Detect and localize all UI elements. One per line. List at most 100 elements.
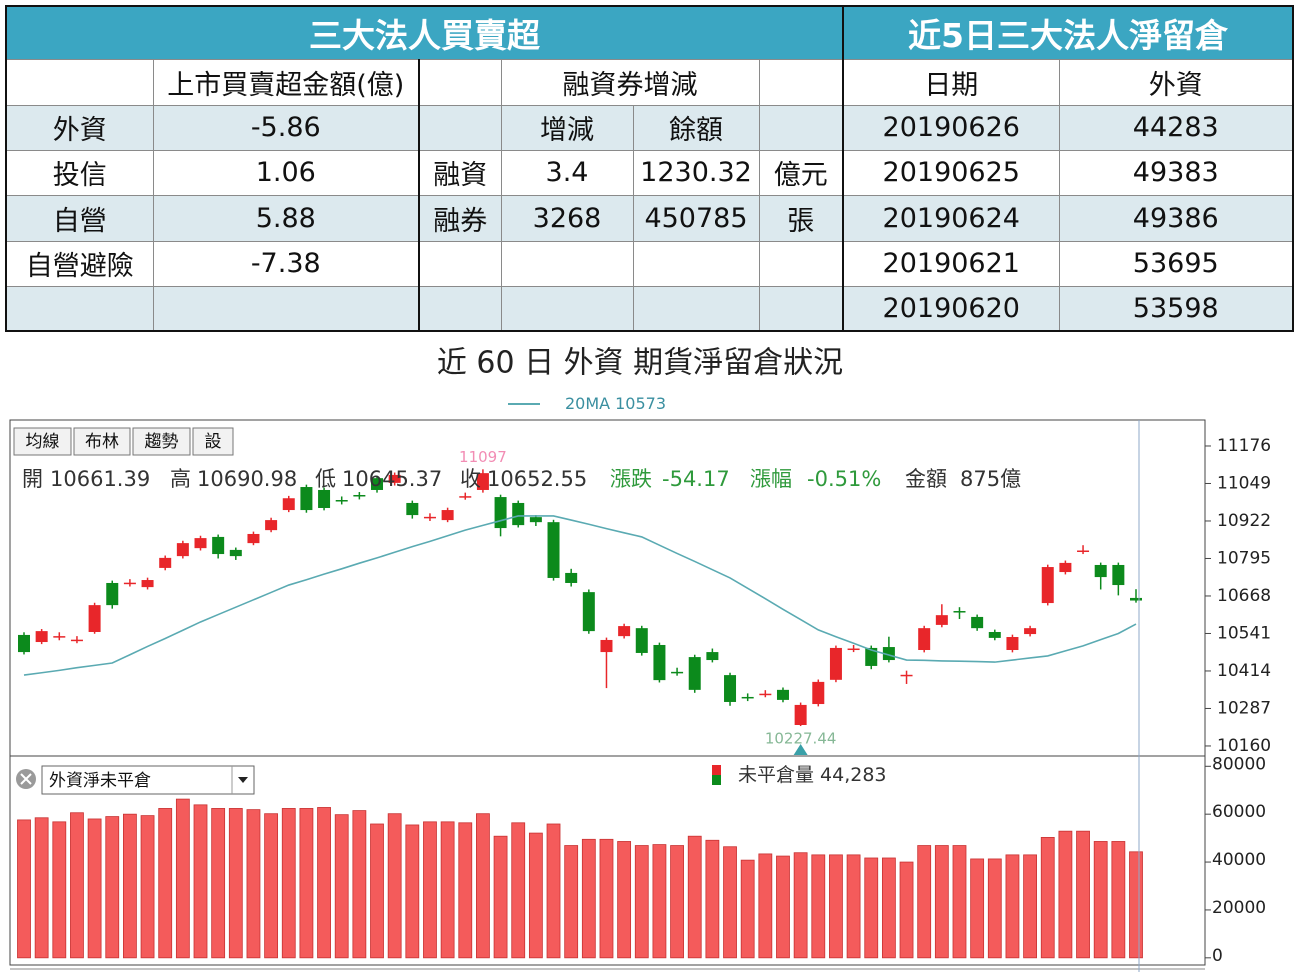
- table-cell: -7.38: [152, 240, 420, 287]
- table-cell: [758, 285, 844, 332]
- dropdown-label[interactable]: 外資淨未平倉: [49, 771, 151, 791]
- bar: [528, 832, 543, 959]
- candle-body: [794, 704, 807, 725]
- table-cell: [632, 240, 760, 287]
- candle-body: [1041, 567, 1054, 604]
- candle-body: [688, 657, 701, 690]
- y-tick-label: 11049: [1217, 473, 1271, 493]
- info-item: 金額: [905, 467, 947, 491]
- bar: [864, 857, 879, 959]
- candle-body: [635, 628, 648, 653]
- candle-body: [371, 478, 384, 490]
- candle-body: [335, 500, 348, 502]
- bar: [299, 808, 314, 959]
- bar: [1129, 851, 1143, 959]
- bar: [211, 808, 226, 959]
- candle-body: [406, 502, 419, 516]
- bar: [617, 841, 632, 959]
- bar: [1093, 841, 1108, 959]
- info-item: -0.51%: [807, 467, 881, 491]
- table-cell: 自營: [5, 194, 154, 242]
- bar: [776, 855, 790, 959]
- y-tick-label: 10287: [1217, 698, 1271, 718]
- high-annotation: 11097: [459, 448, 507, 466]
- candle-body: [388, 474, 401, 483]
- toolbar-button[interactable]: 布林: [73, 427, 131, 456]
- table-cell: 張: [758, 194, 844, 242]
- candle-body: [618, 626, 631, 637]
- table-cell: [758, 104, 844, 151]
- button-face[interactable]: [132, 427, 191, 456]
- toolbar-button[interactable]: 均線: [13, 427, 72, 456]
- table-row: 日期 外資: [842, 58, 1294, 106]
- info-item: 漲跌: [610, 467, 652, 491]
- table-cell: 融資券增減: [500, 58, 760, 106]
- bar: [1040, 836, 1055, 959]
- legend: 20MA 10573: [565, 394, 666, 413]
- dropdown-box[interactable]: [41, 765, 255, 795]
- table-cell: [500, 285, 634, 332]
- table-cell: 餘額: [632, 104, 760, 151]
- table-cell: 上市買賣超金額(億): [152, 58, 420, 106]
- candle-body: [882, 647, 895, 661]
- toolbar-button[interactable]: 設: [192, 427, 234, 456]
- bar: [17, 819, 31, 959]
- button-label[interactable]: 均線: [26, 432, 60, 452]
- bar: [917, 845, 932, 959]
- table-title: 近5日三大法人淨留倉: [842, 5, 1294, 60]
- candle-body: [247, 533, 260, 544]
- bar: [670, 845, 684, 959]
- bar: [70, 812, 84, 959]
- info-item: 低: [315, 467, 336, 491]
- y-tick-label: 10160: [1217, 736, 1271, 756]
- y-tick-label: 0: [1212, 946, 1223, 966]
- right-table: 近5日三大法人淨留倉 日期 外資 20190626 44283 20190625 49383…: [842, 5, 1294, 332]
- table-cell: 20190626: [842, 104, 1060, 151]
- button-face[interactable]: [13, 427, 72, 456]
- bar: [934, 845, 949, 959]
- button-label[interactable]: 設: [205, 432, 222, 452]
- bar: [581, 838, 596, 959]
- candle-body: [159, 557, 172, 568]
- button-face[interactable]: [192, 427, 234, 456]
- button-face[interactable]: [73, 427, 131, 456]
- bar: [687, 835, 702, 959]
- info-item: 收: [460, 467, 481, 491]
- bar: [740, 859, 755, 959]
- candle-body: [988, 631, 1001, 638]
- button-label[interactable]: 布林: [85, 432, 119, 452]
- bar: [228, 808, 243, 959]
- table-row: 20190621 53695: [842, 240, 1294, 287]
- toolbar-button[interactable]: 趨勢: [132, 427, 191, 456]
- table-cell: 融資: [418, 149, 502, 196]
- close-x[interactable]: [20, 773, 32, 785]
- bar: [140, 815, 155, 959]
- header-row: 近5日三大法人淨留倉: [842, 5, 1294, 60]
- ma-line: [23, 515, 1137, 676]
- bar: [440, 821, 455, 959]
- bar: [1023, 854, 1037, 959]
- info-item: 10645.37: [342, 467, 442, 491]
- candle-body: [1094, 564, 1107, 578]
- bar: [158, 808, 173, 959]
- dropdown-arrow[interactable]: [238, 777, 248, 783]
- candle-body: [1112, 564, 1125, 586]
- bar: [423, 821, 437, 959]
- info-item: 漲幅: [750, 467, 792, 491]
- legend-name: 20MA: [565, 394, 610, 413]
- legend-icon: [712, 765, 721, 775]
- bar-legend: 未平倉量 44,283: [738, 764, 887, 786]
- button-label[interactable]: 趨勢: [145, 432, 179, 452]
- candle-body: [476, 473, 489, 490]
- table-cell: 外資: [5, 104, 154, 151]
- bar: [899, 861, 914, 959]
- table-row: 20190626 44283: [842, 104, 1294, 151]
- y-tick-label: 10795: [1217, 548, 1271, 568]
- table-cell: 5.88: [152, 194, 420, 242]
- bar: [317, 807, 331, 959]
- candle-body: [582, 592, 595, 632]
- bar: [123, 813, 137, 959]
- candle-body: [176, 543, 189, 557]
- dropdown[interactable]: 外資淨未平倉: [41, 765, 255, 795]
- low-annotation: 10227.44: [765, 730, 837, 748]
